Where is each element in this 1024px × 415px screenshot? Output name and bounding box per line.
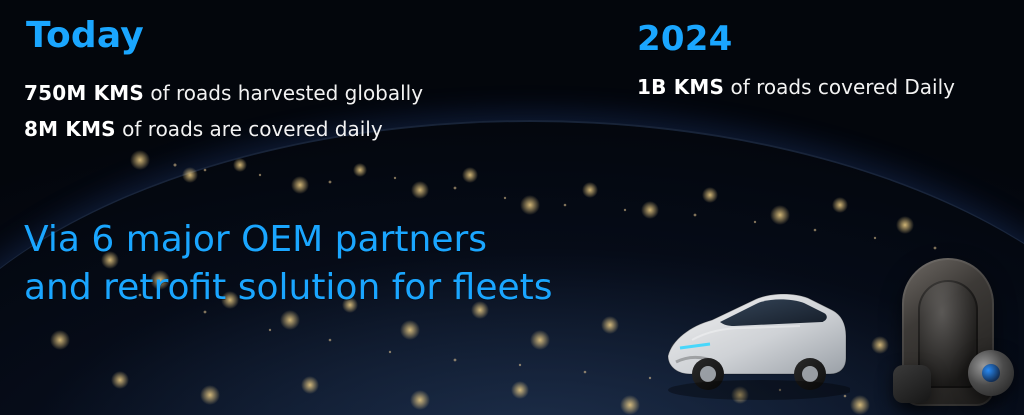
- future-stat-1-rest: of roads covered Daily: [724, 75, 955, 99]
- today-stat-2-rest: of roads are covered daily: [115, 117, 383, 141]
- future-heading: 2024: [637, 19, 733, 59]
- today-stat-line-2: 8M KMS of roads are covered daily: [24, 116, 383, 142]
- future-stat-1-strong: 1B KMS: [637, 75, 725, 99]
- today-heading: Today: [26, 15, 144, 56]
- oem-partners-text: Via 6 major OEM partners and retrofit so…: [24, 216, 644, 312]
- today-stat-line-1: 750M KMS of roads harvested globally: [24, 80, 423, 106]
- oem-line-1: Via 6 major OEM partners: [24, 219, 488, 260]
- small-sensor-device: [893, 365, 931, 403]
- today-stat-1-strong: 750M KMS: [24, 81, 145, 105]
- today-stat-2-strong: 8M KMS: [24, 117, 116, 141]
- oem-line-2: and retrofit solution for fleets: [24, 267, 553, 308]
- future-stat-line-1: 1B KMS of roads covered Daily: [637, 74, 955, 100]
- round-sensor-device: [968, 350, 1014, 396]
- today-stat-1-rest: of roads harvested globally: [144, 81, 424, 105]
- suv-car-illustration: [667, 293, 850, 400]
